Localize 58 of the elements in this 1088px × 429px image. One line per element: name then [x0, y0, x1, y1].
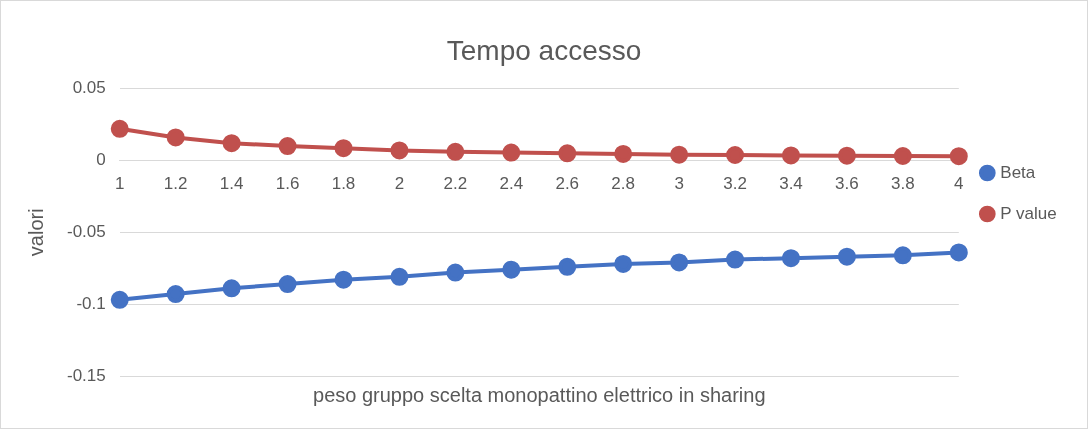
x-tick-label: 1.8 [331, 174, 356, 194]
point [949, 147, 968, 166]
point [334, 270, 353, 289]
chart-title: Tempo accesso [446, 34, 642, 66]
point [781, 146, 800, 165]
point [390, 267, 409, 286]
x-tick-label: 4 [954, 174, 964, 194]
x-tick-label: 1 [115, 174, 125, 194]
point [502, 260, 521, 279]
point [110, 119, 129, 138]
point [893, 246, 912, 265]
point [446, 142, 465, 161]
x-tick-label: 3.8 [891, 174, 915, 194]
x-tick-label: 3 [674, 174, 684, 194]
y-tick-label: -0.15 [67, 365, 106, 385]
point [390, 141, 409, 160]
point [166, 128, 185, 147]
x-axis-title: peso gruppo scelta monopattino elettrico in sharing [313, 383, 766, 406]
point [222, 134, 241, 153]
point [949, 243, 968, 262]
point [278, 137, 297, 156]
x-tick-label: 3.6 [835, 174, 859, 194]
point [222, 279, 241, 298]
point [110, 290, 129, 309]
legend-label: Beta [1000, 162, 1036, 182]
point [334, 139, 353, 158]
x-tick-label: 2.6 [555, 174, 580, 194]
point [726, 250, 745, 269]
x-tick-label: 3.2 [723, 174, 747, 194]
point [558, 257, 577, 276]
point [278, 275, 297, 294]
point [726, 145, 745, 164]
point [893, 147, 912, 165]
point [502, 143, 521, 162]
point [837, 146, 856, 165]
point [614, 254, 633, 273]
point [446, 263, 465, 282]
y-tick-label: -0.1 [76, 293, 106, 313]
x-tick-label: 1.2 [163, 174, 188, 194]
point [781, 249, 800, 268]
point [614, 144, 633, 163]
x-tick-label: 2.8 [611, 174, 635, 194]
y-tick-label: 0.05 [72, 78, 106, 98]
y-axis-title: valori [24, 208, 47, 257]
x-tick-label: 1.4 [219, 174, 244, 194]
point [670, 145, 689, 164]
x-tick-label: 2.4 [499, 174, 524, 194]
x-tick-label: 2.2 [443, 174, 468, 194]
y-tick-label: -0.05 [67, 221, 106, 241]
point [558, 144, 577, 163]
point [670, 253, 689, 272]
x-tick-label: 3.4 [779, 174, 803, 194]
y-tick-label: 0 [96, 150, 106, 170]
x-tick-label: 2 [394, 174, 405, 194]
point [166, 285, 185, 304]
x-tick-label: 1.6 [275, 174, 300, 194]
point [837, 247, 856, 266]
legend-label: P value [1000, 203, 1057, 223]
